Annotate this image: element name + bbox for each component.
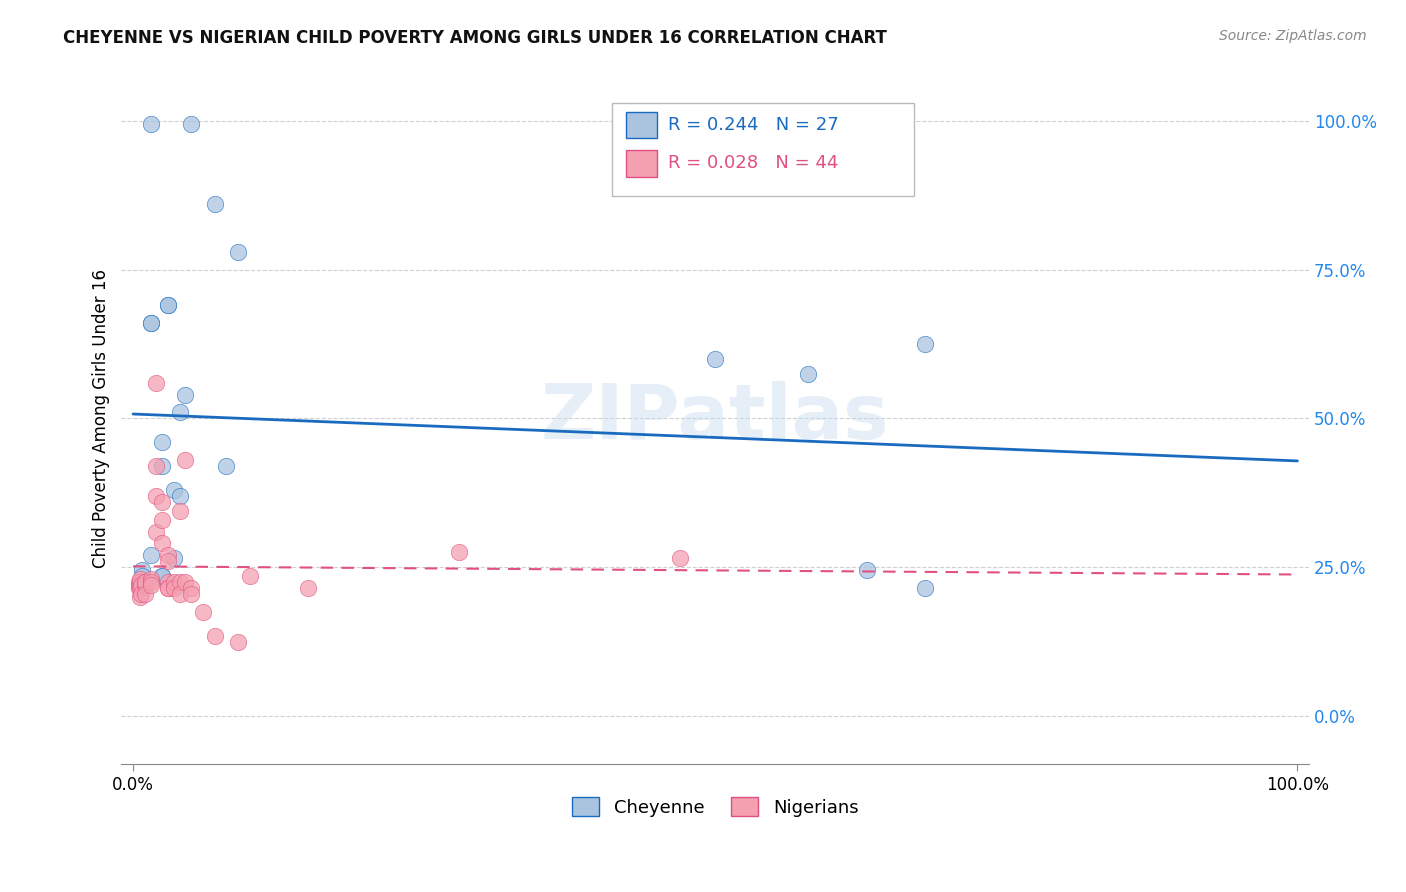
Point [129, 575, 152, 590]
Point [139, 575, 162, 590]
Point [139, 572, 162, 586]
Point [191, 605, 214, 619]
Point [914, 581, 936, 595]
Point [169, 405, 191, 419]
Text: ZIPatlas: ZIPatlas [541, 382, 890, 456]
Point [297, 581, 319, 595]
Point [174, 575, 197, 590]
Point [145, 489, 167, 503]
Point [156, 298, 179, 312]
Point [134, 575, 156, 590]
Point [169, 504, 191, 518]
Point [131, 563, 153, 577]
Point [669, 551, 692, 566]
Point [131, 569, 153, 583]
Point [145, 458, 167, 473]
Point [134, 575, 156, 590]
Point [129, 572, 152, 586]
Point [704, 351, 727, 366]
Point [139, 549, 162, 563]
Point [180, 587, 202, 601]
Point [150, 495, 173, 509]
Point [156, 575, 179, 590]
Point [169, 489, 191, 503]
Point [150, 435, 173, 450]
Point [129, 578, 152, 592]
Point [131, 575, 153, 590]
Point [169, 575, 191, 590]
Point [150, 569, 173, 583]
Point [163, 551, 186, 566]
Text: R = 0.244   N = 27: R = 0.244 N = 27 [668, 116, 838, 134]
Text: CHEYENNE VS NIGERIAN CHILD POVERTY AMONG GIRLS UNDER 16 CORRELATION CHART: CHEYENNE VS NIGERIAN CHILD POVERTY AMONG… [63, 29, 887, 46]
Legend: Cheyenne, Nigerians: Cheyenne, Nigerians [565, 790, 866, 824]
Point [797, 367, 820, 381]
Point [150, 569, 173, 583]
Point [174, 453, 197, 467]
Point [180, 581, 202, 595]
Point [156, 581, 179, 595]
Point [204, 629, 226, 643]
Point [226, 634, 249, 648]
Point [215, 458, 238, 473]
Point [139, 578, 162, 592]
Point [128, 581, 150, 595]
Point [163, 575, 186, 590]
Point [150, 513, 173, 527]
Point [139, 117, 162, 131]
Point [226, 244, 249, 259]
Text: R = 0.028   N = 44: R = 0.028 N = 44 [668, 154, 838, 172]
Point [914, 337, 936, 351]
Point [129, 581, 152, 595]
Point [129, 587, 152, 601]
Point [163, 581, 186, 595]
Point [129, 590, 152, 604]
Point [139, 316, 162, 330]
Point [174, 387, 197, 401]
Point [204, 197, 226, 211]
Point [145, 376, 167, 390]
Point [156, 298, 179, 312]
Y-axis label: Child Poverty Among Girls Under 16: Child Poverty Among Girls Under 16 [93, 268, 110, 568]
Point [134, 578, 156, 592]
Point [855, 563, 877, 577]
Point [134, 587, 156, 601]
Point [128, 575, 150, 590]
Point [163, 483, 186, 497]
Point [156, 581, 179, 595]
Point [169, 587, 191, 601]
Point [128, 578, 150, 592]
Point [139, 316, 162, 330]
Text: Source: ZipAtlas.com: Source: ZipAtlas.com [1219, 29, 1367, 43]
Point [150, 458, 173, 473]
Point [156, 549, 179, 563]
Point [180, 117, 202, 131]
Point [145, 524, 167, 539]
Point [150, 536, 173, 550]
Point [238, 569, 260, 583]
Point [449, 545, 471, 559]
Point [156, 554, 179, 568]
